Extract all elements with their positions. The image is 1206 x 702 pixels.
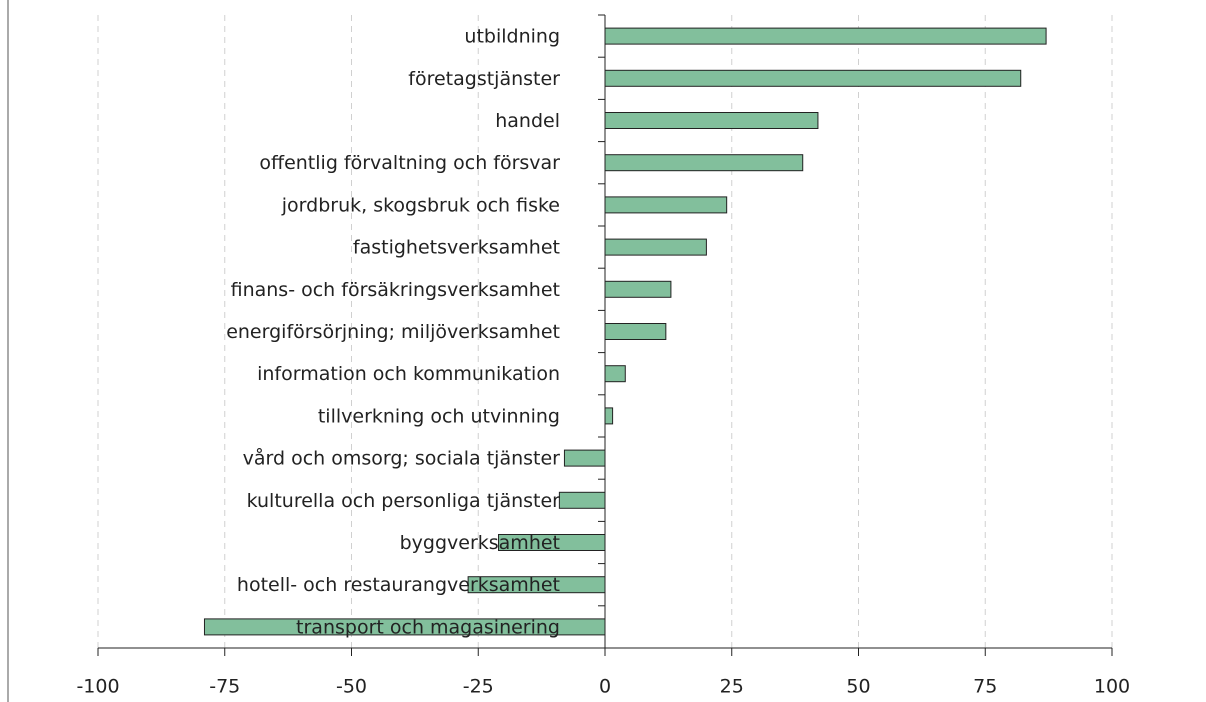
y-tick-label: utbildning <box>464 26 560 48</box>
y-tick-label: vård och omsorg; sociala tjänster <box>243 447 561 470</box>
x-tick-label: -50 <box>336 676 367 698</box>
bar <box>498 534 606 551</box>
x-tick-label: 75 <box>973 676 997 698</box>
bar <box>604 69 1022 87</box>
bar <box>604 196 728 214</box>
bar <box>604 112 819 129</box>
x-tick-label: 100 <box>1094 676 1130 698</box>
bar <box>558 491 606 509</box>
y-tick-label: offentlig förvaltning och försvar <box>259 152 560 174</box>
bar <box>563 449 606 467</box>
y-tick-label: transport och magasinering <box>296 616 560 638</box>
y-tick-label: företagstjänster <box>408 68 560 90</box>
bar <box>467 576 606 594</box>
x-tick-label: -75 <box>209 676 240 698</box>
bar <box>604 27 1047 45</box>
y-tick-label: finans- och försäkringsverksamhet <box>231 279 560 301</box>
bar <box>604 407 614 425</box>
bar <box>604 154 804 172</box>
y-tick-label: kulturella och personliga tjänster <box>247 490 561 512</box>
y-tick-label: byggverksamhet <box>400 532 560 554</box>
x-tick-label: 50 <box>846 676 870 698</box>
bar <box>203 618 606 636</box>
x-tick-label: -25 <box>463 676 494 698</box>
x-tick-label: 0 <box>599 676 611 698</box>
x-tick-label: -100 <box>76 676 119 698</box>
bar <box>604 280 672 298</box>
y-tick-label: hotell- och restaurangverksamhet <box>237 574 560 596</box>
y-tick-label: handel <box>495 110 560 132</box>
bar <box>604 323 667 340</box>
y-tick-label: information och kommunikation <box>257 363 560 385</box>
y-tick-label: fastighetsverksamhet <box>353 237 560 259</box>
y-tick-label: energiförsörjning; miljöverksamhet <box>226 321 560 343</box>
y-tick-label: tillverkning och utvinning <box>318 405 560 427</box>
bar <box>604 365 626 383</box>
y-tick-label: jordbruk, skogsbruk och fiske <box>281 194 560 216</box>
bar <box>604 238 707 256</box>
x-tick-label: 25 <box>720 676 744 698</box>
